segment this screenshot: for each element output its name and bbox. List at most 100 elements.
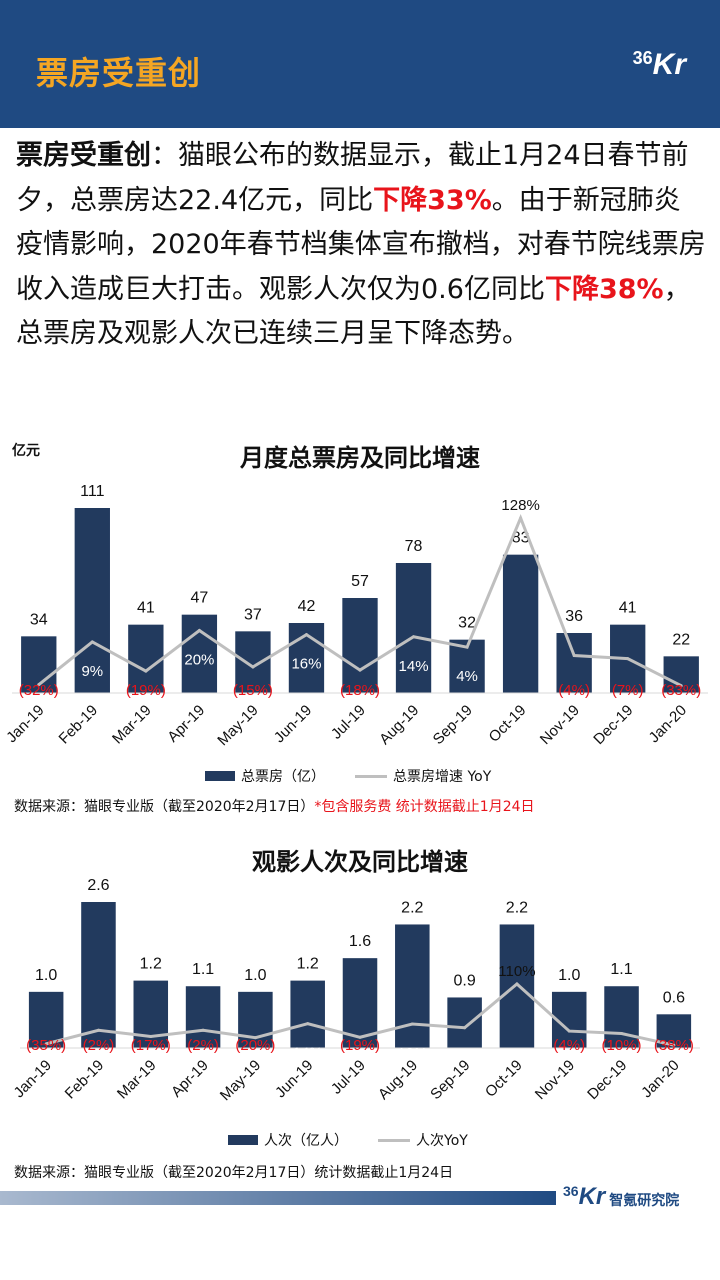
yoy-point (37, 683, 41, 687)
yoy-point (465, 645, 469, 649)
bar-value-label: 0.6 (663, 989, 685, 1006)
yoy-label: (17%) (131, 1037, 171, 1054)
chart2-title: 观影人次及同比增速 (252, 848, 468, 876)
yoy-label: 128% (501, 497, 539, 514)
yoy-point (519, 516, 523, 520)
bar-value-label: 2.2 (401, 899, 423, 916)
yoy-label: (38%) (654, 1037, 694, 1054)
x-tick-label: Jun-19 (272, 1057, 316, 1101)
intro-paragraph: 票房受重创：猫眼公布的数据显示，截止1月24日春节前夕，总票房达22.4亿元，同… (16, 134, 706, 357)
bar (28, 991, 64, 1048)
x-tick-label: Mar-19 (109, 702, 155, 748)
yoy-label: (20%) (235, 1037, 275, 1054)
yoy-label: 4% (456, 668, 478, 685)
yoy-point (358, 1035, 362, 1039)
yoy-point (90, 640, 94, 644)
bar (128, 624, 164, 693)
bar-value-label: 36 (565, 608, 583, 625)
bar-value-label: 1.2 (297, 956, 319, 973)
chart2-legend: 人次（亿人） 人次YoY (228, 1130, 498, 1150)
logo-number: 36 (632, 48, 653, 68)
yoy-label: (2%) (187, 1037, 219, 1054)
bar (499, 924, 535, 1048)
bar (181, 614, 218, 693)
yoy-label: 4% (454, 1049, 476, 1066)
bar (81, 902, 116, 1048)
x-tick-label: Apr-19 (168, 1057, 212, 1101)
yoy-label: (35%) (26, 1037, 66, 1054)
bar (447, 997, 482, 1048)
yoy-point (679, 684, 683, 688)
bar (235, 631, 271, 693)
bar-value-label: 1.2 (140, 956, 162, 973)
logo-text: Kr (652, 48, 686, 81)
x-tick-label: Nov-19 (537, 702, 583, 748)
intro-text-3: ，总票房及观影人次已连续三月呈下降态势。 (16, 273, 691, 350)
yoy-label: 9% (81, 663, 103, 680)
yoy-point (626, 657, 630, 661)
yoy-point (463, 1026, 467, 1030)
bar-value-label: 2.2 (506, 899, 528, 916)
yoy-point (96, 1028, 100, 1032)
yoy-label: (32%) (19, 682, 59, 699)
bar-value-label: 37 (244, 606, 262, 623)
yoy-point (197, 629, 201, 632)
yoy-label: (10%) (602, 1037, 642, 1054)
yoy-point (515, 982, 519, 986)
yoy-point (358, 668, 362, 672)
chart2-source: 数据来源：猫眼专业版（截至2020年2月17日）统计数据截止1月24日 (14, 1165, 454, 1181)
footer-brand-name: 智氪研究院 (609, 1192, 680, 1209)
bar-value-label: 57 (351, 573, 369, 590)
bar-value-label: 0.9 (453, 972, 475, 989)
legend-line-swatch (355, 774, 387, 778)
bar-value-label: 1.6 (349, 933, 371, 950)
chart1-title: 月度总票房及同比增速 (240, 444, 480, 472)
yoy-label: (19%) (126, 682, 166, 699)
yoy-label: (4%) (558, 682, 590, 699)
x-tick-label: Oct-19 (482, 1057, 526, 1101)
yoy-point (144, 669, 148, 673)
legend-bar-label: 人次（亿人） (264, 1133, 348, 1149)
yoy-point (412, 635, 416, 639)
bar-value-label: 1.0 (244, 967, 266, 984)
bar (290, 980, 325, 1048)
yoy-label: (19%) (340, 1037, 380, 1054)
x-tick-label: Dec-19 (590, 702, 636, 748)
bar (395, 563, 432, 693)
yoy-label: (33%) (661, 682, 701, 699)
yoy-point (201, 1028, 205, 1032)
bar (395, 924, 430, 1048)
legend-bar-swatch (228, 1135, 258, 1145)
chart2-legend-bar: 人次（亿人） (228, 1130, 348, 1150)
x-tick-label: Aug-19 (376, 702, 422, 748)
attendance-chart: 1.0 2.6 1.2 1.1 1.0 1.2 1.6 2.2 0.9 2.2 1.0 1.1 0.6 (… (11, 877, 700, 1104)
yoy-point (620, 1032, 624, 1036)
bar-value-label: 1.0 (558, 967, 580, 984)
intro-text-1: ：猫眼公布的数据显示，截止1月24日春节前夕，总票房达22.4亿元，同比 (16, 140, 689, 216)
bar (185, 986, 221, 1048)
yoy-point (253, 1036, 257, 1040)
bar-value-label: 2.6 (87, 877, 109, 894)
footer-logo-number: 36 (563, 1183, 579, 1199)
legend-bar-swatch (205, 771, 235, 781)
header-bar: 票房受重创 36Kr (0, 0, 720, 128)
yoy-point (672, 1043, 676, 1047)
bar (74, 508, 110, 693)
chart1-legend-bar: 总票房（亿） (205, 766, 325, 786)
legend-line-label: 人次YoY (416, 1133, 468, 1149)
footer-logo-text: Kr (578, 1183, 606, 1210)
chart1-source: 数据来源：猫眼专业版（截至2020年2月17日）*包含服务费 统计数据截止1月2… (14, 796, 535, 816)
yoy-label: 20% (184, 652, 214, 669)
x-tick-label: Feb-19 (62, 1057, 108, 1103)
yoy-label: 13% (397, 1045, 427, 1062)
yoy-label: (2%) (83, 1037, 115, 1054)
chart1-legend-line: 总票房增速 YoY (355, 766, 491, 786)
bar-value-label: 47 (190, 590, 208, 607)
bar-value-label: 22 (672, 631, 690, 648)
x-tick-label: Feb-19 (56, 702, 102, 748)
chart1-legend: 总票房（亿） 总票房增速 YoY (205, 766, 521, 786)
legend-line-swatch (378, 1138, 410, 1142)
chart1-source-text: 数据来源：猫眼专业版（截至2020年2月17日） (14, 799, 315, 815)
x-tick-label: Apr-19 (164, 702, 208, 746)
bar (604, 986, 639, 1048)
